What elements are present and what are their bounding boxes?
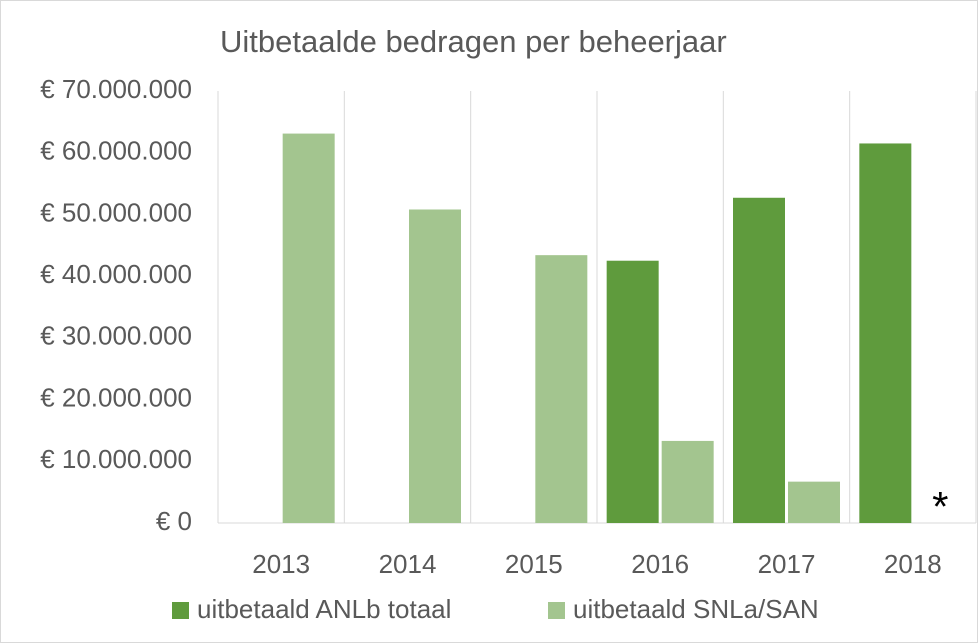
bar [859,143,912,523]
y-tick-label: € 30.000.000 [40,321,192,351]
bar [282,133,335,523]
bar [409,209,461,523]
y-tick-label: € 60.000.000 [40,136,192,166]
y-tick-label: € 70.000.000 [40,74,192,104]
y-tick-label: € 40.000.000 [40,259,192,289]
x-tick-label: 2016 [631,549,689,579]
legend-label: uitbetaald SNLa/SAN [573,594,819,624]
legend-swatch [548,602,565,619]
bar [606,260,659,523]
x-tick-label: 2018 [884,549,942,579]
legend-swatch [172,602,189,619]
bar [661,440,714,523]
chart-title: Uitbetaalde bedragen per beheerjaar [220,24,727,59]
y-tick-label: € 0 [156,506,192,536]
bar [733,197,785,523]
bar [788,481,840,523]
x-tick-label: 2014 [379,549,437,579]
x-tick-label: 2015 [505,549,563,579]
annotation: * [932,483,948,530]
x-tick-label: 2013 [252,549,310,579]
x-tick-label: 2017 [758,549,816,579]
y-tick-label: € 20.000.000 [40,382,192,412]
bar [535,255,588,523]
legend-label: uitbetaald ANLb totaal [197,594,451,624]
y-tick-label: € 10.000.000 [40,444,192,474]
y-tick-label: € 50.000.000 [40,197,192,227]
